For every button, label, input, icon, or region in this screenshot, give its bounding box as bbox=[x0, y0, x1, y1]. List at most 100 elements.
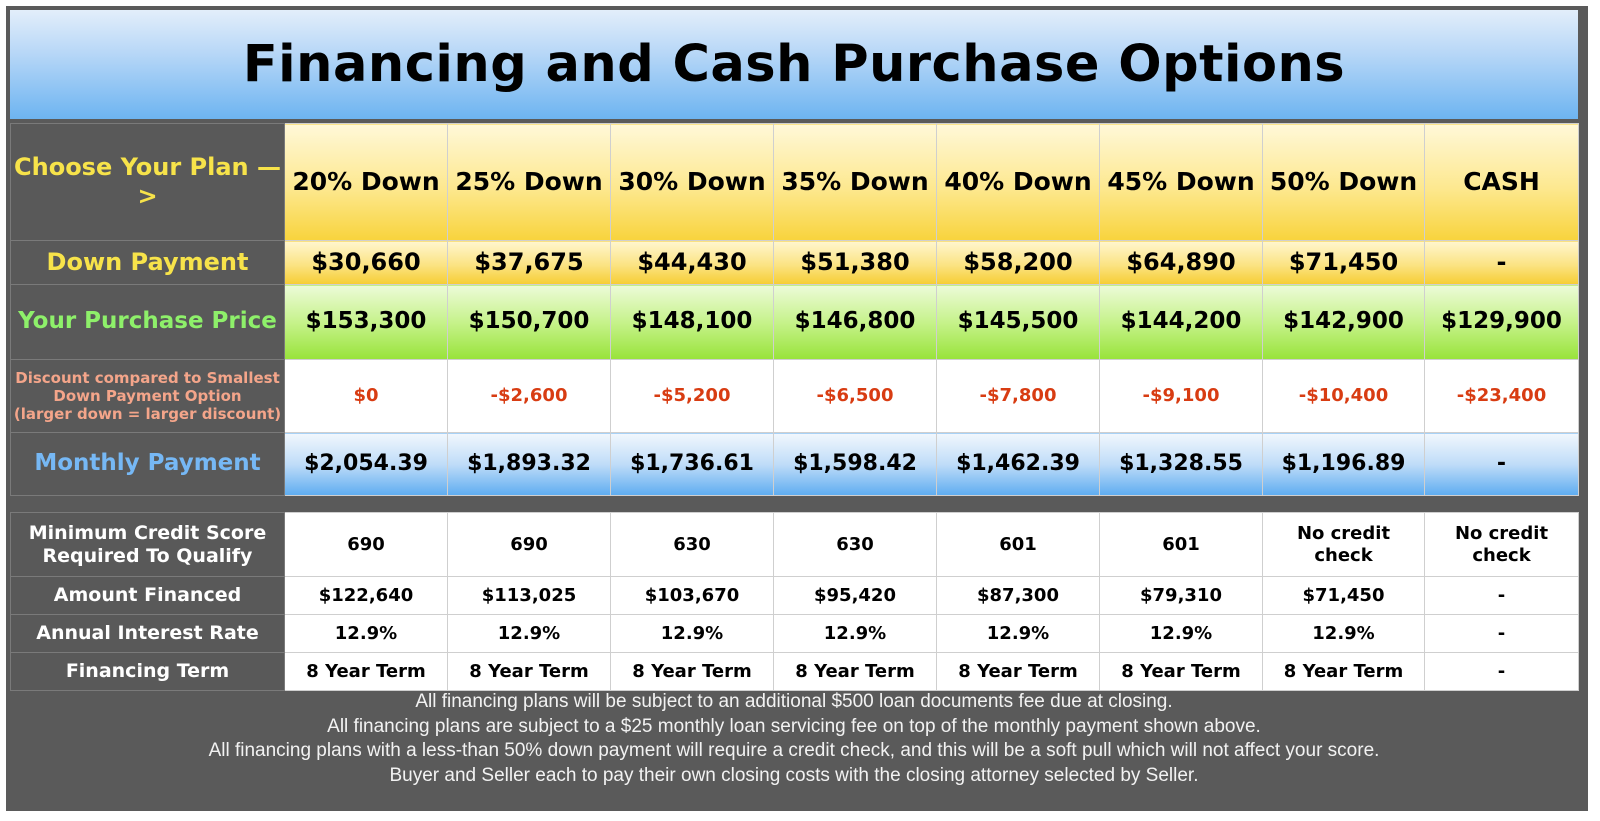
amount-financed-value: $113,025 bbox=[447, 576, 611, 615]
monthly-payment-value: $1,736.61 bbox=[610, 432, 774, 496]
title-banner: Financing and Cash Purchase Options bbox=[10, 10, 1578, 119]
discount-value: -$5,200 bbox=[610, 359, 774, 433]
interest-rate-value: 12.9% bbox=[936, 614, 1100, 653]
credit-label-line: Required To Qualify bbox=[42, 544, 253, 567]
credit-score-text: 601 bbox=[999, 533, 1037, 555]
amount-financed-value: $87,300 bbox=[936, 576, 1100, 615]
amount-financed-value: $103,670 bbox=[610, 576, 774, 615]
plan-option[interactable]: 30% Down bbox=[610, 123, 774, 241]
discount-row: Discount compared to Smallest Down Payme… bbox=[10, 359, 1579, 433]
credit-score-text: No credit bbox=[1454, 522, 1549, 544]
credit-score-text: 601 bbox=[1162, 533, 1200, 555]
monthly-payment-value: - bbox=[1424, 432, 1579, 496]
plan-row: Choose Your Plan —> 20% Down 25% Down 30… bbox=[10, 123, 1579, 241]
interest-rate-label: Annual Interest Rate bbox=[10, 614, 285, 653]
down-payment-row: Down Payment $30,660 $37,675 $44,430 $51… bbox=[10, 240, 1579, 285]
financing-term-value: 8 Year Term bbox=[610, 652, 774, 691]
financing-term-value: 8 Year Term bbox=[773, 652, 937, 691]
interest-rate-value: 12.9% bbox=[1099, 614, 1263, 653]
discount-value: -$7,800 bbox=[936, 359, 1100, 433]
credit-label-line: Minimum Credit Score bbox=[28, 521, 267, 544]
plan-option[interactable]: 50% Down bbox=[1262, 123, 1425, 241]
financing-term-value: 8 Year Term bbox=[447, 652, 611, 691]
financing-term-label: Financing Term bbox=[10, 652, 285, 691]
credit-score-value: 630 bbox=[610, 512, 774, 577]
down-payment-value: $58,200 bbox=[936, 240, 1100, 285]
interest-rate-value: 12.9% bbox=[773, 614, 937, 653]
purchase-price-value: $145,500 bbox=[936, 284, 1100, 360]
credit-score-value: 630 bbox=[773, 512, 937, 577]
pricing-table: Choose Your Plan —> 20% Down 25% Down 30… bbox=[10, 123, 1579, 496]
amount-financed-value: $71,450 bbox=[1262, 576, 1425, 615]
amount-financed-value: - bbox=[1424, 576, 1579, 615]
financing-term-value: 8 Year Term bbox=[284, 652, 448, 691]
amount-financed-value: $95,420 bbox=[773, 576, 937, 615]
amount-financed-label: Amount Financed bbox=[10, 576, 285, 615]
footnote-line: All financing plans will be subject to a… bbox=[415, 691, 1173, 712]
interest-rate-value: 12.9% bbox=[610, 614, 774, 653]
credit-score-value: 690 bbox=[447, 512, 611, 577]
financing-term-row: Financing Term 8 Year Term 8 Year Term 8… bbox=[10, 652, 1579, 691]
discount-value: -$10,400 bbox=[1262, 359, 1425, 433]
discount-value: -$2,600 bbox=[447, 359, 611, 433]
down-payment-value: $37,675 bbox=[447, 240, 611, 285]
credit-score-text: check bbox=[1472, 544, 1531, 566]
plan-option[interactable]: 45% Down bbox=[1099, 123, 1263, 241]
discount-value: -$9,100 bbox=[1099, 359, 1263, 433]
purchase-price-value: $146,800 bbox=[773, 284, 937, 360]
plan-option[interactable]: 40% Down bbox=[936, 123, 1100, 241]
credit-score-value: 690 bbox=[284, 512, 448, 577]
credit-score-text: 690 bbox=[347, 533, 385, 555]
purchase-price-value: $142,900 bbox=[1262, 284, 1425, 360]
footnote-line: Buyer and Seller each to pay their own c… bbox=[389, 764, 1199, 786]
down-payment-value: - bbox=[1424, 240, 1579, 285]
plan-option[interactable]: 25% Down bbox=[447, 123, 611, 241]
discount-value: $0 bbox=[284, 359, 448, 433]
credit-score-row: Minimum Credit Score Required To Qualify… bbox=[10, 512, 1579, 577]
financing-term-value: 8 Year Term bbox=[936, 652, 1100, 691]
purchase-price-label: Your Purchase Price bbox=[10, 284, 285, 360]
credit-score-text: 690 bbox=[510, 533, 548, 555]
down-payment-value: $71,450 bbox=[1262, 240, 1425, 285]
credit-score-value: 601 bbox=[936, 512, 1100, 577]
credit-score-label: Minimum Credit Score Required To Qualify bbox=[10, 512, 285, 577]
amount-financed-row: Amount Financed $122,640 $113,025 $103,6… bbox=[10, 576, 1579, 615]
purchase-price-row: Your Purchase Price $153,300 $150,700 $1… bbox=[10, 284, 1579, 360]
purchase-price-value: $129,900 bbox=[1424, 284, 1579, 360]
down-payment-value: $44,430 bbox=[610, 240, 774, 285]
footnote-line: All financing plans are subject to a $25… bbox=[327, 715, 1261, 737]
monthly-payment-value: $1,462.39 bbox=[936, 432, 1100, 496]
financing-term-value: 8 Year Term bbox=[1262, 652, 1425, 691]
monthly-payment-value: $1,893.32 bbox=[447, 432, 611, 496]
credit-score-text: No credit bbox=[1296, 522, 1391, 544]
footnote-line: All financing plans with a less-than 50%… bbox=[208, 740, 1380, 761]
down-payment-label: Down Payment bbox=[10, 240, 285, 285]
discount-label-line: (larger down = larger discount) bbox=[13, 405, 282, 423]
credit-score-value: No credit check bbox=[1262, 512, 1425, 577]
credit-score-text: check bbox=[1314, 544, 1373, 566]
financing-term-value: 8 Year Term bbox=[1099, 652, 1263, 691]
interest-rate-row: Annual Interest Rate 12.9% 12.9% 12.9% 1… bbox=[10, 614, 1579, 653]
discount-label-line: Down Payment Option bbox=[53, 387, 242, 405]
purchase-price-value: $148,100 bbox=[610, 284, 774, 360]
interest-rate-value: 12.9% bbox=[284, 614, 448, 653]
plan-row-label: Choose Your Plan —> bbox=[10, 123, 285, 241]
monthly-payment-value: $1,196.89 bbox=[1262, 432, 1425, 496]
discount-value: -$23,400 bbox=[1424, 359, 1579, 433]
plan-option[interactable]: 20% Down bbox=[284, 123, 448, 241]
monthly-payment-row: Monthly Payment $2,054.39 $1,893.32 $1,7… bbox=[10, 432, 1579, 496]
purchase-price-value: $144,200 bbox=[1099, 284, 1263, 360]
amount-financed-value: $79,310 bbox=[1099, 576, 1263, 615]
credit-score-value: 601 bbox=[1099, 512, 1263, 577]
plan-option[interactable]: CASH bbox=[1424, 123, 1579, 241]
down-payment-value: $51,380 bbox=[773, 240, 937, 285]
credit-score-text: 630 bbox=[836, 533, 874, 555]
monthly-payment-value: $1,328.55 bbox=[1099, 432, 1263, 496]
discount-label: Discount compared to Smallest Down Payme… bbox=[10, 359, 285, 433]
plan-option[interactable]: 35% Down bbox=[773, 123, 937, 241]
purchase-price-value: $150,700 bbox=[447, 284, 611, 360]
credit-score-text: 630 bbox=[673, 533, 711, 555]
monthly-payment-value: $2,054.39 bbox=[284, 432, 448, 496]
down-payment-value: $30,660 bbox=[284, 240, 448, 285]
page-title: Financing and Cash Purchase Options bbox=[242, 35, 1346, 94]
